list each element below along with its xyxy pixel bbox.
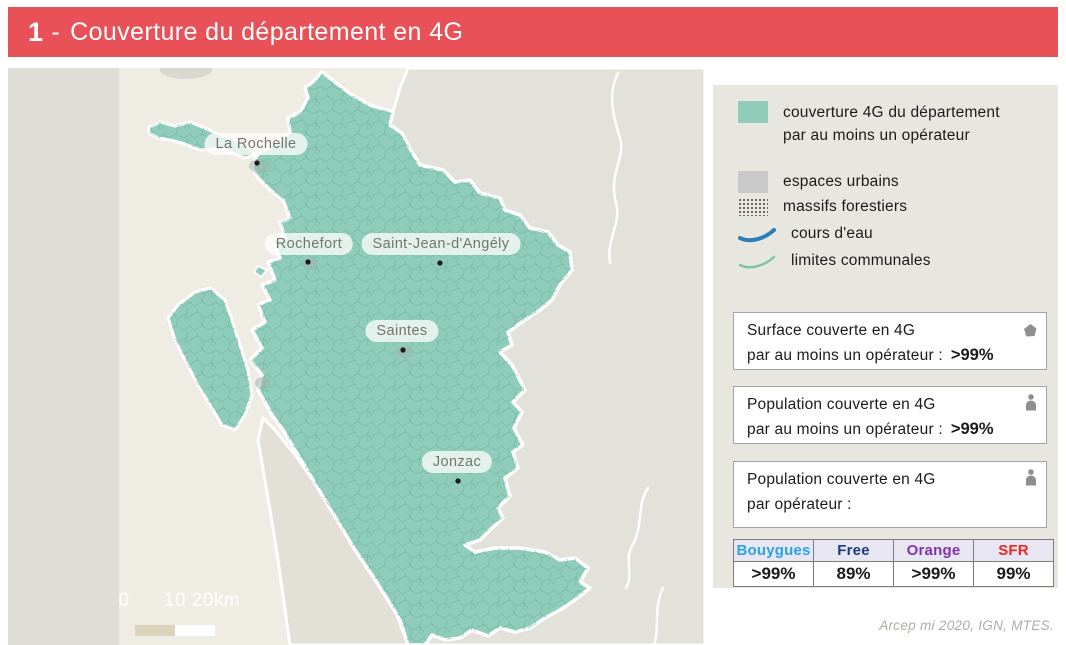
stat-surface-line1: Surface couverte en 4G <box>747 322 916 339</box>
coverage-map: La Rochelle Rochefort Saint-Jean-d'Angél… <box>8 68 705 645</box>
urban-swatch <box>738 171 768 193</box>
stat-surface-value: >99% <box>950 346 994 364</box>
operator-name-sfr: SFR <box>973 539 1054 562</box>
section-separator: - <box>51 17 61 46</box>
scale-tick-20km: 20km <box>191 590 241 611</box>
operator-value-orange: >99% <box>893 561 974 587</box>
section-number: 1 <box>28 16 44 47</box>
map-urban-outside <box>160 68 212 79</box>
map-river-line <box>608 71 623 265</box>
territory-icon <box>1024 320 1037 345</box>
legend-river-label: cours d'eau <box>791 225 873 242</box>
operator-value-sfr: 99% <box>973 561 1054 587</box>
legend-coverage-line2: par au moins un opérateur <box>783 127 970 144</box>
legend-item-commune: limites communales <box>738 252 931 270</box>
scale-bar <box>135 625 215 636</box>
map-sea-band <box>8 68 119 645</box>
stat-surface-line2: par au moins un opérateur : <box>747 347 943 364</box>
operator-value-free: 89% <box>813 561 894 587</box>
legend-item-forest: massifs forestiers <box>738 198 907 216</box>
stat-box-population-operator: Population couverte en 4G par opérateur … <box>733 461 1047 528</box>
map-canvas <box>8 68 705 645</box>
river-line-swatch <box>738 228 776 243</box>
scale-tick-0: 0 <box>118 590 130 611</box>
city-label-saintes: Saintes <box>365 320 439 342</box>
city-label-saint-jean-d-angely: Saint-Jean-d'Angély <box>361 233 521 255</box>
stat-box-population: Population couverte en 4G par au moins u… <box>733 386 1047 444</box>
legend-item-urban: espaces urbains <box>738 171 899 193</box>
stat-population-line1: Population couverte en 4G <box>747 396 936 413</box>
legend-item-river: cours d'eau <box>738 225 873 243</box>
operator-name-free: Free <box>813 539 894 562</box>
operator-name-bouygues: Bouygues <box>733 539 814 562</box>
legend-item-coverage: couverture 4G du département par au moin… <box>738 101 1000 147</box>
operators-table: Bouygues Free Orange SFR >99% 89% >99% 9… <box>733 539 1054 587</box>
legend-panel: couverture 4G du département par au moin… <box>713 85 1058 588</box>
operator-value-bouygues: >99% <box>733 561 814 587</box>
operators-value-row: >99% 89% >99% 99% <box>733 561 1054 587</box>
coverage-swatch <box>738 101 768 123</box>
forest-dots-swatch <box>738 198 768 216</box>
person-icon <box>1025 394 1037 419</box>
stat-box-surface: Surface couverte en 4G par au moins un o… <box>733 312 1047 370</box>
person-icon <box>1025 469 1037 494</box>
map-river-line-3 <box>652 586 665 645</box>
commune-line-swatch <box>738 255 776 269</box>
legend-coverage-line1: couverture 4G du département <box>783 104 1000 121</box>
map-attribution: Arcep mi 2020, IGN, MTES. <box>879 618 1054 633</box>
city-label-rochefort: Rochefort <box>264 233 354 255</box>
operators-header-row: Bouygues Free Orange SFR <box>733 539 1054 562</box>
island-aix <box>252 264 269 279</box>
legend-urban-label: espaces urbains <box>783 173 899 190</box>
operator-name-orange: Orange <box>893 539 974 562</box>
city-dots <box>254 160 461 484</box>
stat-operator-line2: par opérateur : <box>747 496 852 513</box>
map-river-line-2 <box>624 486 650 590</box>
city-label-jonzac: Jonzac <box>421 451 493 473</box>
section-title: Couverture du département en 4G <box>70 17 464 46</box>
stat-population-line2: par au moins un opérateur : <box>747 421 943 438</box>
section-header: 1 - Couverture du département en 4G <box>8 7 1058 57</box>
scale-tick-10: 10 <box>163 590 187 611</box>
stat-operator-line1: Population couverte en 4G <box>747 471 936 488</box>
map-urban-patches <box>249 159 414 389</box>
city-label-la-rochelle: La Rochelle <box>204 133 308 155</box>
legend-commune-label: limites communales <box>791 252 931 269</box>
legend-forest-label: massifs forestiers <box>783 198 908 215</box>
stat-population-value: >99% <box>950 420 994 438</box>
